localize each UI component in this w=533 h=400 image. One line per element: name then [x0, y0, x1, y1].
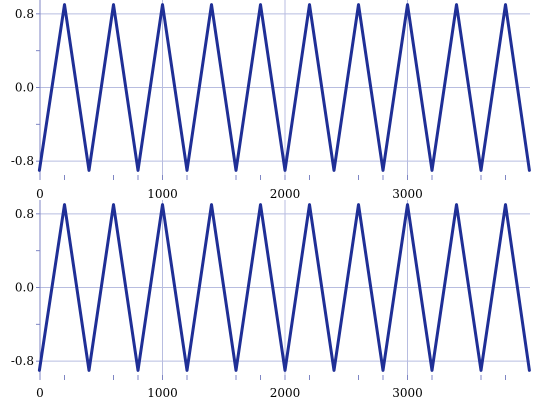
chart-panel-top: 0.8 0.0 -0.8 0 1000 2000 3000	[11, 0, 531, 201]
x-tick-label: 3000	[392, 187, 423, 201]
y-tick-label: 0.0	[15, 81, 34, 95]
x-tick-label: 0	[36, 187, 44, 201]
y-tick-label: -0.8	[11, 354, 34, 368]
y-tick-label: 0.8	[15, 207, 34, 221]
x-tick-label: 2000	[270, 386, 301, 400]
chart-panel-bottom: 0.8 0.0 -0.8 0 1000 2000 3000	[11, 200, 531, 400]
y-tick-label: 0.8	[15, 7, 34, 21]
series-line	[37, 203, 531, 372]
x-tick-label: 0	[36, 386, 44, 400]
x-tick-label: 1000	[147, 187, 178, 201]
series-line	[37, 3, 531, 172]
x-tick-label: 3000	[392, 386, 423, 400]
y-tick-label: 0.0	[15, 281, 34, 295]
y-tick-label: -0.8	[11, 154, 34, 168]
x-tick-label: 1000	[147, 386, 178, 400]
x-tick-label: 2000	[270, 187, 301, 201]
